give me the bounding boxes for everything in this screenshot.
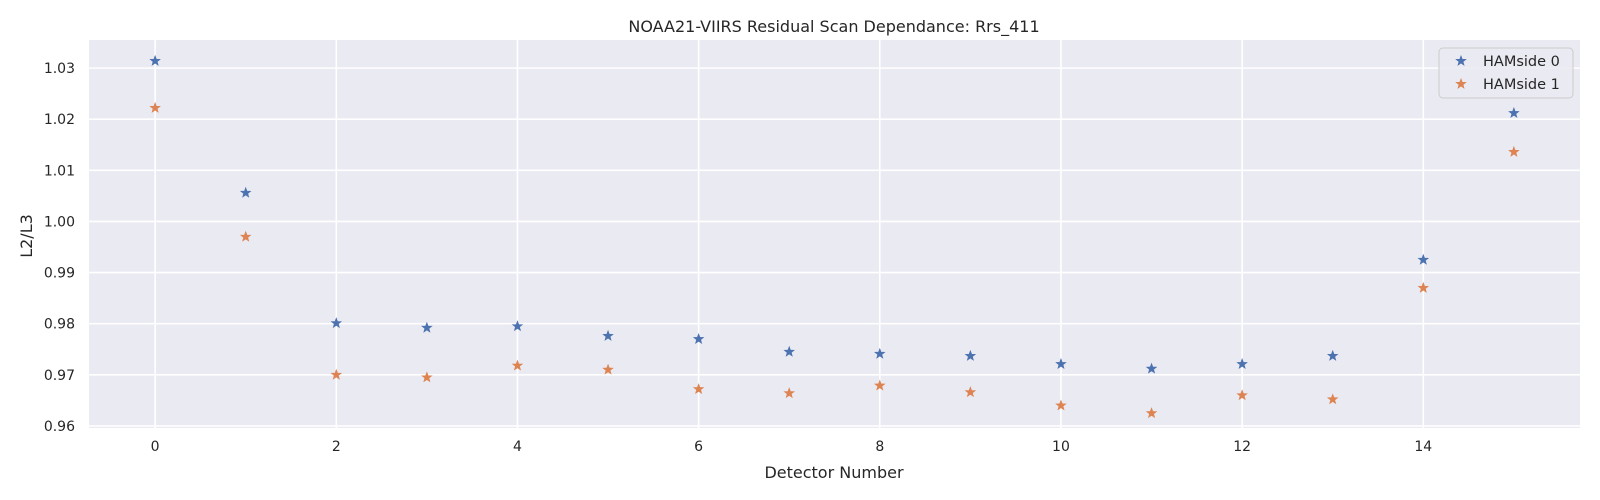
y-tick-label: 1.00 xyxy=(44,214,75,230)
data-point xyxy=(149,101,161,113)
data-point xyxy=(692,383,705,395)
data-points xyxy=(149,54,1520,419)
y-axis-ticks: 0.96 0.97 0.98 0.99 1.00 1.01 1.02 1.03 xyxy=(44,61,75,435)
data-point xyxy=(1508,145,1520,157)
y-tick-label: 0.99 xyxy=(44,266,75,282)
x-tick-label: 2 xyxy=(332,439,341,455)
data-point xyxy=(964,386,977,398)
data-point xyxy=(1236,389,1248,401)
x-tick-label: 12 xyxy=(1233,439,1251,455)
data-point xyxy=(1145,407,1158,419)
data-point xyxy=(1055,399,1067,411)
data-point xyxy=(1417,281,1430,293)
y-tick-label: 1.02 xyxy=(44,112,75,128)
data-point xyxy=(1326,349,1339,361)
y-tick-label: 1.03 xyxy=(44,61,75,77)
x-axis-ticks: 0 2 4 6 8 10 12 14 xyxy=(151,439,1433,455)
data-point xyxy=(1236,358,1248,370)
y-tick-label: 0.97 xyxy=(44,368,75,384)
data-point xyxy=(1417,253,1430,265)
legend: HAMside 0 HAMside 1 xyxy=(1438,47,1574,99)
legend-label: HAMside 0 xyxy=(1483,54,1560,70)
x-tick-label: 8 xyxy=(875,439,884,455)
data-point xyxy=(783,345,795,357)
series-0 xyxy=(149,54,1520,374)
data-point xyxy=(602,363,614,375)
data-point xyxy=(783,387,795,399)
chart-title: NOAA21-VIIRS Residual Scan Dependance: R… xyxy=(628,17,1039,37)
data-point xyxy=(1055,358,1067,370)
y-tick-label: 0.98 xyxy=(44,317,75,333)
data-point xyxy=(874,379,886,391)
data-point xyxy=(1145,362,1158,374)
legend-marker xyxy=(1455,54,1467,66)
data-point xyxy=(1508,107,1520,119)
legend-marker xyxy=(1455,77,1467,89)
data-point xyxy=(964,349,977,361)
data-point xyxy=(330,368,343,380)
data-point xyxy=(239,230,252,242)
data-point xyxy=(421,321,433,333)
data-point xyxy=(511,359,524,371)
y-axis-label: L2/L3 xyxy=(17,214,36,258)
x-tick-label: 6 xyxy=(694,439,703,455)
data-point xyxy=(149,54,161,66)
data-point xyxy=(239,186,252,198)
x-tick-label: 10 xyxy=(1052,439,1070,455)
series-1 xyxy=(149,101,1520,419)
y-tick-label: 1.01 xyxy=(44,163,75,179)
plot-area xyxy=(89,40,1580,428)
x-axis-label: Detector Number xyxy=(764,463,904,482)
data-point xyxy=(330,317,343,329)
x-tick-label: 4 xyxy=(513,439,522,455)
legend-box xyxy=(1438,47,1574,99)
data-point xyxy=(602,329,614,341)
data-point xyxy=(692,332,705,344)
data-point xyxy=(1326,393,1339,405)
data-point xyxy=(511,320,524,332)
y-tick-label: 0.96 xyxy=(44,419,75,435)
data-point xyxy=(874,347,886,359)
x-tick-label: 14 xyxy=(1414,439,1432,455)
legend-label: HAMside 1 xyxy=(1483,77,1560,93)
x-tick-label: 0 xyxy=(151,439,160,455)
data-point xyxy=(421,371,433,383)
